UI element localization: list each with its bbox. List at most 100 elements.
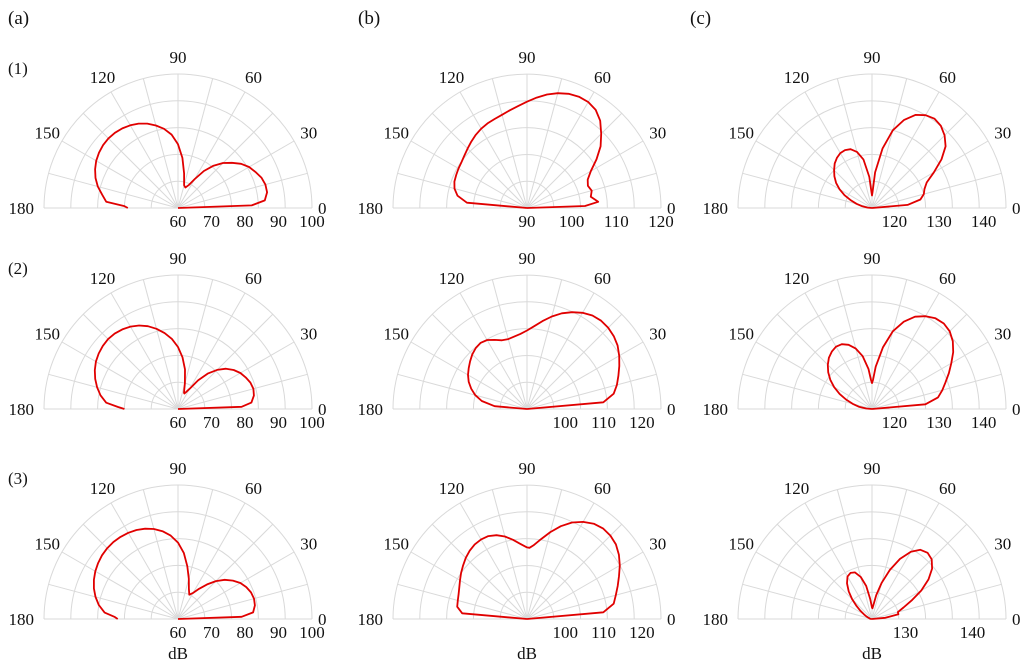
directivity-curve — [453, 92, 603, 209]
grid-spoke — [110, 502, 179, 620]
angle-tick-label: 150 — [34, 325, 60, 344]
grid-spoke — [177, 583, 308, 620]
polar-panel-c2: 0 30 60 90 120 150 180 120 130 140 — [703, 249, 1021, 432]
angle-tick-label: 150 — [34, 124, 60, 143]
angle-tick-label: 30 — [649, 535, 666, 554]
grid-spoke — [526, 583, 657, 620]
grid-spoke — [871, 172, 1002, 209]
grid-spoke — [742, 583, 873, 620]
grid-spoke — [871, 551, 989, 620]
column-label-b: (b) — [358, 8, 380, 29]
polar-panel-c3: 0 30 60 90 120 150 180 130 140 dB — [703, 459, 1021, 663]
radial-tick-label: 90 — [270, 413, 287, 432]
angle-tick-label: 180 — [358, 400, 384, 419]
angle-tick-label: 60 — [594, 479, 611, 498]
radial-tick-label: 120 — [629, 413, 655, 432]
directivity-curve — [467, 311, 621, 410]
grid-spoke — [871, 279, 908, 410]
grid-spoke — [776, 112, 873, 209]
radial-tick-label: 80 — [237, 413, 254, 432]
grid-spoke — [459, 91, 528, 209]
angle-tick-label: 120 — [90, 479, 116, 498]
directivity-curve — [93, 324, 255, 410]
grid-spoke — [177, 112, 274, 209]
grid-spoke — [177, 551, 295, 620]
grid-spoke — [755, 551, 873, 620]
angle-tick-label: 60 — [594, 68, 611, 87]
angle-tick-label: 150 — [728, 535, 754, 554]
grid-spoke — [526, 373, 657, 410]
grid-spoke — [61, 341, 179, 410]
grid-spoke — [871, 292, 940, 410]
grid-spoke — [431, 112, 528, 209]
angle-tick-label: 0 — [1012, 610, 1021, 629]
grid-spoke — [48, 373, 179, 410]
angle-tick-label: 30 — [994, 124, 1011, 143]
axis-label-db: dB — [168, 644, 188, 663]
angle-tick-label: 90 — [864, 249, 881, 268]
angle-tick-label: 150 — [383, 535, 409, 554]
radial-tick-label: 60 — [170, 212, 187, 231]
angle-tick-label: 120 — [784, 68, 810, 87]
grid-spoke — [177, 78, 214, 209]
angle-tick-label: 60 — [939, 479, 956, 498]
angle-tick-label: 0 — [1012, 400, 1021, 419]
grid-spoke — [177, 91, 246, 209]
radial-tick-label: 100 — [559, 212, 585, 231]
row-label-2: (2) — [8, 259, 28, 278]
radial-tick-label: 120 — [882, 212, 908, 231]
grid-spoke — [82, 112, 179, 209]
angle-tick-label: 180 — [703, 400, 729, 419]
grid-spoke — [61, 551, 179, 620]
grid-spoke — [526, 551, 644, 620]
angle-tick-label: 60 — [594, 269, 611, 288]
grid-spoke — [871, 78, 908, 209]
radial-tick-label: 140 — [971, 413, 997, 432]
grid-spoke — [836, 78, 873, 209]
angle-tick-label: 120 — [784, 269, 810, 288]
angle-tick-label: 0 — [667, 400, 676, 419]
grid-spoke — [871, 140, 989, 209]
grid-spoke — [48, 172, 179, 209]
grid-spoke — [431, 313, 528, 410]
radial-tick-label: 100 — [299, 623, 325, 642]
radial-tick-label: 80 — [237, 212, 254, 231]
column-label-c: (c) — [690, 8, 711, 29]
grid-spoke — [397, 583, 528, 620]
radial-tick-label: 100 — [553, 413, 579, 432]
radial-tick-label: 100 — [299, 212, 325, 231]
grid-spoke — [526, 341, 644, 410]
grid-spoke — [526, 140, 644, 209]
grid-spoke — [110, 91, 179, 209]
grid-spoke — [177, 279, 214, 410]
angle-tick-label: 180 — [703, 199, 729, 218]
grid-spoke — [177, 292, 246, 410]
polar-panel-b3: 0 30 60 90 120 150 180 100 110 120 dB — [358, 459, 676, 663]
angle-tick-label: 180 — [358, 610, 384, 629]
angle-tick-label: 120 — [439, 68, 465, 87]
angle-tick-label: 30 — [649, 325, 666, 344]
grid-spoke — [526, 313, 623, 410]
grid-spoke — [804, 502, 873, 620]
grid-spoke — [177, 172, 308, 209]
angle-tick-label: 90 — [170, 249, 187, 268]
angle-tick-label: 30 — [994, 535, 1011, 554]
row-label-1: (1) — [8, 59, 28, 78]
grid-spoke — [871, 112, 968, 209]
angle-tick-label: 30 — [994, 325, 1011, 344]
radial-tick-label: 90 — [519, 212, 536, 231]
angle-tick-label: 90 — [519, 48, 536, 67]
grid-spoke — [526, 279, 563, 410]
angle-tick-label: 60 — [245, 269, 262, 288]
polar-panel-a3: 0 30 60 90 120 150 180 60 70 80 90 100 dB — [9, 459, 327, 663]
grid-spoke — [142, 78, 179, 209]
angle-tick-label: 90 — [519, 249, 536, 268]
angle-tick-label: 180 — [9, 400, 35, 419]
angle-tick-label: 30 — [300, 124, 317, 143]
grid-spoke — [871, 583, 1002, 620]
grid-spoke — [177, 313, 274, 410]
polar-panel-a2: 0 30 60 90 120 150 180 60 70 80 90 100 — [9, 249, 327, 432]
angle-tick-label: 0 — [667, 610, 676, 629]
angle-tick-label: 0 — [667, 199, 676, 218]
